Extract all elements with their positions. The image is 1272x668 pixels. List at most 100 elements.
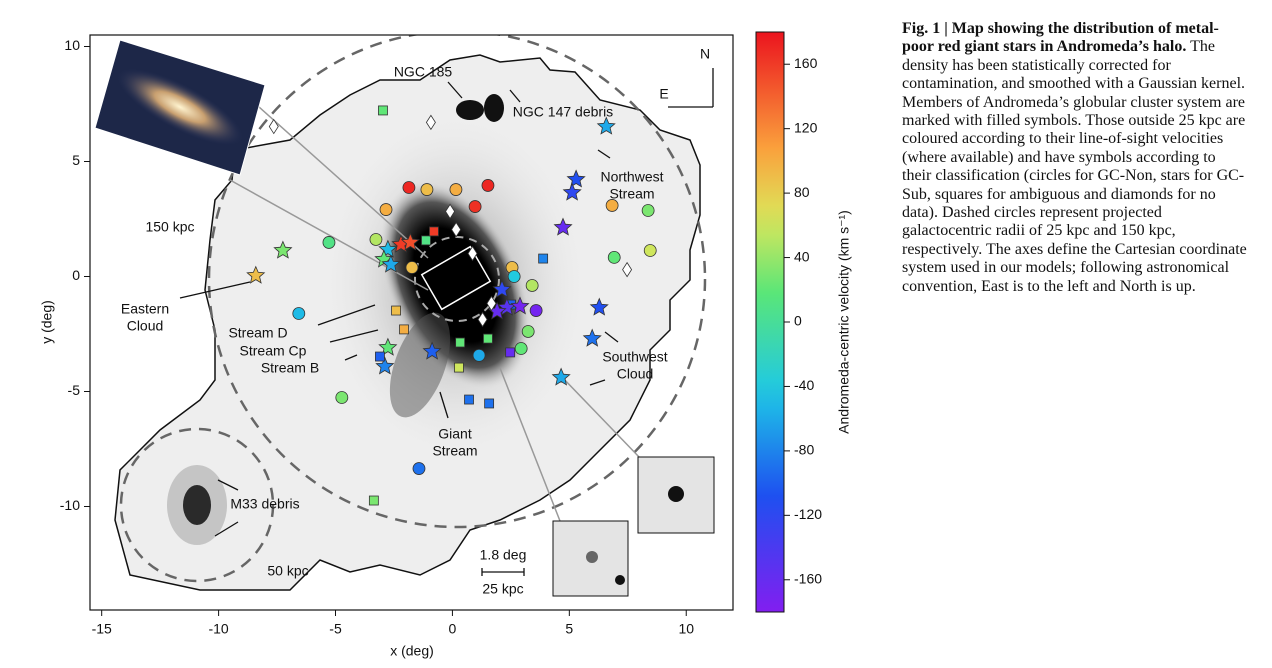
annotation: 25 kpc (482, 581, 523, 597)
inset-line (239, 89, 429, 259)
map-layer (114, 35, 707, 591)
plot-frame (89, 34, 734, 611)
colorbar-tick-label: 40 (794, 248, 810, 264)
inset-galaxy (117, 68, 243, 146)
gc-circle (412, 462, 426, 475)
circle-150kpc (207, 35, 707, 529)
circle-50kpc (119, 427, 275, 583)
gc-star (553, 217, 573, 236)
arrow (597, 149, 611, 159)
gc-star (273, 240, 293, 259)
gc-diamond (445, 203, 456, 220)
x-tick-label: 5 (565, 621, 573, 637)
inset-line (499, 367, 561, 522)
annotation: Eastern (121, 301, 169, 317)
gc-circle (402, 181, 416, 194)
arrow (447, 81, 463, 99)
inner-box (420, 245, 492, 311)
arrows (179, 68, 714, 576)
annotation: Stream B (261, 360, 319, 376)
gc-circle (379, 203, 393, 216)
gc-star (596, 116, 616, 135)
gc-star (492, 279, 512, 298)
gc-square (375, 351, 385, 362)
caption-body: The density has been statistically corre… (902, 38, 1247, 295)
gc-square (378, 105, 388, 116)
arrow (317, 304, 376, 326)
annotation: M33 debris (230, 496, 299, 512)
colorbar-tick-label: 160 (794, 55, 818, 71)
m33-halo (167, 465, 227, 545)
colorbar-tick-label: 120 (794, 119, 818, 135)
arrow (329, 329, 379, 343)
gc-diamond (268, 118, 279, 135)
gc-circle (472, 348, 486, 362)
arrow (604, 331, 619, 343)
annotation: 1.8 deg (480, 547, 527, 563)
gc-circle (335, 391, 349, 404)
annotation: Stream (609, 186, 654, 202)
colorbar-tick-label: -40 (794, 377, 814, 393)
gc-circle (369, 233, 383, 246)
arrow (217, 479, 239, 491)
annotation: Stream Cp (240, 343, 307, 359)
annotation: Stream (432, 443, 477, 459)
x-tick-label: 0 (449, 621, 457, 637)
y-tick-label: 10 (64, 37, 80, 53)
gc-square (399, 324, 409, 335)
inset-cluster (668, 486, 684, 502)
gc-circle (405, 261, 419, 274)
compass (668, 68, 714, 108)
gc-circle (449, 183, 463, 196)
gc-circle (521, 325, 535, 338)
gc-star (422, 341, 442, 360)
gc-square (455, 337, 466, 348)
inset-lines (229, 89, 641, 522)
x-axis-label: x (deg) (390, 643, 434, 659)
gc-square (368, 495, 379, 506)
gc-star (582, 328, 602, 347)
inset-cluster (586, 551, 598, 563)
gc-circle (481, 179, 495, 192)
gc-star (589, 297, 609, 316)
gc-star (381, 254, 401, 273)
x-tick-label: 10 (678, 621, 694, 637)
cluster-insets (552, 456, 715, 597)
inset-star (615, 575, 625, 585)
x-tick-label: -15 (92, 621, 112, 637)
gc-diamond (425, 114, 436, 131)
gc-circle (605, 199, 619, 212)
figure: x (deg) y (deg) Andromeda-centric veloci… (39, 31, 852, 659)
gc-square (484, 398, 495, 409)
annotation: Cloud (127, 318, 164, 334)
annotation: Southwest (602, 349, 667, 365)
gc-circle (420, 183, 434, 196)
colorbar-tick-label: 80 (794, 184, 810, 200)
gc-circle (643, 244, 657, 257)
ngc185 (456, 100, 484, 120)
arrow (179, 281, 251, 299)
gc-diamond (486, 295, 497, 312)
annotation: Northwest (600, 169, 663, 185)
gc-square (454, 362, 464, 373)
gc-circle (529, 304, 543, 317)
x-tick-label: -10 (208, 621, 228, 637)
inset-line (229, 179, 429, 291)
colorbar-tick-label: 0 (794, 313, 802, 329)
gc-circle (607, 251, 621, 264)
gc-diamond (451, 221, 462, 238)
gc-circle (641, 204, 655, 217)
gc-square (483, 333, 493, 344)
gc-square (538, 253, 549, 264)
arrow (344, 354, 358, 361)
y-tick-label: -5 (68, 382, 81, 398)
gc-diamond (477, 311, 488, 328)
colorbar-tick-label: -160 (794, 570, 822, 586)
arrow (214, 521, 239, 537)
gc-star (566, 169, 586, 188)
gc-circle (468, 200, 482, 213)
ngc147 (484, 94, 504, 122)
gc-circle (507, 270, 521, 283)
colorbar-label: Andromeda-centric velocity (km s⁻¹) (836, 210, 852, 434)
arrow (589, 379, 606, 386)
